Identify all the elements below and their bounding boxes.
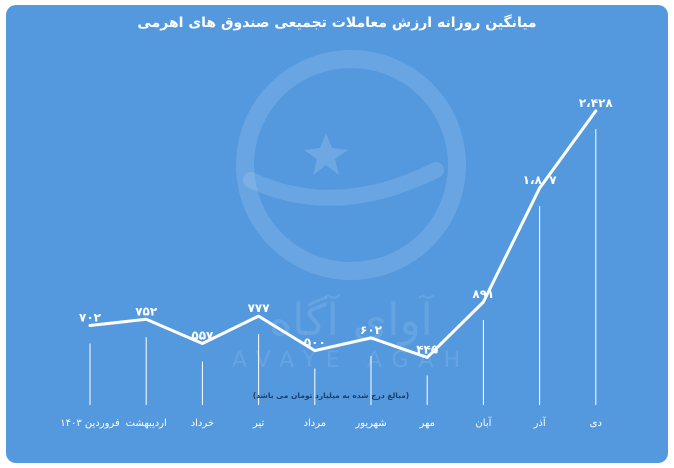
- x-tick-label: دی: [590, 418, 602, 429]
- x-tick-label: مرداد: [304, 418, 327, 429]
- line-chart: آوای آگاه AVAYE AGAH ۷۰۲ ۷۵۲ ۵۵۷ ۷۷۷ ۵۰۰ ۶۰۲ ۴…: [60, 50, 613, 429]
- x-axis-labels: فروردین ۱۴۰۳ اردیبهشت خرداد تیر مرداد شهریور م…: [60, 416, 602, 429]
- chart-panel: میانگین روزانه ارزش معاملات تجمیعی صندوق…: [6, 5, 668, 463]
- data-label: ۵۰۰: [304, 336, 326, 350]
- watermark-logo: آوای آگاه AVAYE AGAH: [232, 50, 466, 373]
- x-tick-label: خرداد: [191, 418, 214, 429]
- x-tick-label: اردیبهشت: [126, 418, 167, 429]
- series-line: [88, 109, 598, 359]
- x-tick-label: فروردین ۱۴۰۳: [60, 418, 120, 429]
- guide-lines: [89, 128, 597, 405]
- data-label: ۱،۸۰۷: [523, 173, 558, 187]
- chart-title: میانگین روزانه ارزش معاملات تجمیعی صندوق…: [137, 15, 537, 31]
- data-label: ۵۵۷: [191, 328, 214, 342]
- data-label: ۶۰۲: [360, 323, 383, 337]
- x-tick-label: آبان: [475, 416, 492, 429]
- data-label: ۸۹۱: [472, 287, 494, 301]
- data-label: ۷۰۲: [79, 310, 102, 324]
- unit-note: (مبالغ درج شده به میلیارد تومان می باشد): [253, 391, 409, 400]
- value-labels: ۷۰۲ ۷۵۲ ۵۵۷ ۷۷۷ ۵۰۰ ۶۰۲ ۴۴۵ ۸۹۱ ۱،۸۰۷ ۲،۴۲۸: [79, 96, 613, 356]
- data-label: ۷۷۷: [248, 301, 271, 315]
- x-tick-label: آذر: [533, 416, 547, 429]
- x-tick-label: شهریور: [354, 418, 386, 429]
- x-tick-label: تیر: [252, 418, 265, 429]
- data-label: ۲،۴۲۸: [579, 96, 614, 110]
- data-label: ۴۴۵: [416, 342, 438, 356]
- data-label: ۷۵۲: [135, 304, 158, 318]
- x-tick-label: مهر: [418, 418, 434, 429]
